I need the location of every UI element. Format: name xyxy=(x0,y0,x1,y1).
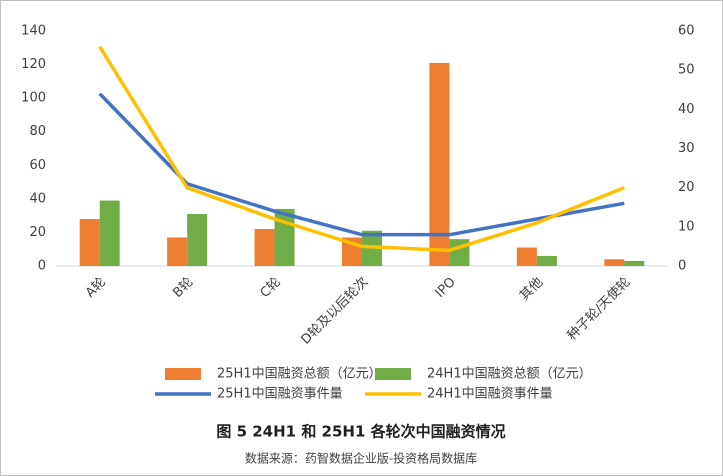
y-tick-label: 80 xyxy=(29,124,46,139)
y-tick-label: 140 xyxy=(21,24,46,39)
y2-tick-label: 20 xyxy=(678,180,695,195)
legend-label: 25H1中国融资事件量 xyxy=(217,387,343,402)
legend-swatch xyxy=(165,368,201,380)
bar xyxy=(536,255,557,266)
chart-title: 图 5 24H1 和 25H1 各轮次中国融资情况 xyxy=(216,423,505,441)
legend-label: 24H1中国融资总额（亿元） xyxy=(427,367,592,382)
y-tick-label: 20 xyxy=(29,225,46,240)
y2-tick-label: 50 xyxy=(678,63,695,78)
y-tick-label: 40 xyxy=(29,191,46,206)
bar xyxy=(254,229,275,266)
y2-tick-label: 30 xyxy=(678,141,695,156)
bar xyxy=(79,219,100,266)
y-tick-label: 120 xyxy=(21,57,46,72)
bar xyxy=(624,260,645,266)
chart-source: 数据来源：药智数据企业版-投资格局数据库 xyxy=(245,451,477,466)
y2-tick-label: 10 xyxy=(678,219,695,234)
bar xyxy=(167,237,188,266)
line-series xyxy=(98,92,625,237)
legend-swatch xyxy=(375,368,411,380)
bar xyxy=(429,62,450,267)
y2-tick-label: 40 xyxy=(678,102,695,117)
bar xyxy=(604,259,625,266)
line-series xyxy=(98,45,625,253)
y-tick-label: 0 xyxy=(38,259,46,274)
y2-tick-label: 0 xyxy=(678,259,686,274)
bar xyxy=(187,213,208,266)
legend-label: 25H1中国融资总额（亿元） xyxy=(217,367,382,382)
bar xyxy=(99,200,120,266)
y-tick-label: 100 xyxy=(21,91,46,106)
legend-label: 24H1中国融资事件量 xyxy=(427,387,553,402)
bar xyxy=(516,247,537,266)
y2-tick-label: 60 xyxy=(678,24,695,39)
y-tick-label: 60 xyxy=(29,158,46,173)
